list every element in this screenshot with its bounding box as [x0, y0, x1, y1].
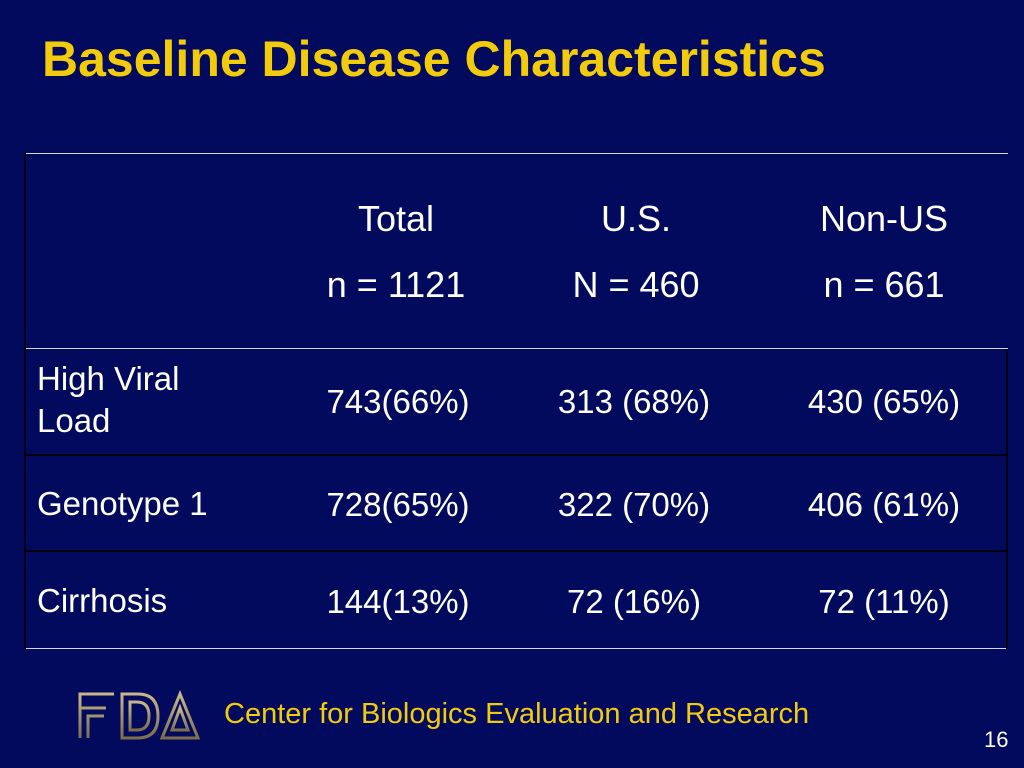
table-cell: 322 (70%): [557, 486, 711, 523]
table-cell: 313 (68%): [557, 383, 711, 420]
table-cell: 72 (11%): [818, 583, 950, 620]
row-label-line: Cirrhosis: [37, 582, 168, 619]
table-left-edge: [24, 153, 26, 649]
fda-logo: [78, 690, 201, 740]
row-label-genotype-1: Genotype 1: [37, 483, 208, 525]
column-header-us: U.S.: [600, 198, 671, 239]
characteristics-table: Total n = 1121 U.S. N = 460 Non-US n = 6…: [24, 153, 1008, 649]
row-label-line: Genotype 1: [37, 485, 208, 522]
table-cell: 430 (65%): [807, 383, 961, 420]
column-n-total: n = 1121: [326, 264, 466, 305]
row-label-line: High Viral: [37, 360, 180, 397]
table-bottom-rule: [24, 648, 1008, 649]
column-n-us: N = 460: [572, 264, 700, 305]
row-label-line: Load: [37, 402, 111, 439]
table-right-edge: [1006, 349, 1008, 649]
page-number: 16: [984, 727, 1009, 752]
table-cell: 728(65%): [326, 486, 470, 523]
table-cell: 743(66%): [326, 383, 470, 420]
row-label-cirrhosis: Cirrhosis: [37, 580, 167, 622]
footer-text: Center for Biologics Evaluation and Rese…: [224, 698, 810, 730]
table-top-rule: [24, 153, 1008, 154]
column-header-nonus: Non-US: [819, 198, 949, 239]
table-cell: 406 (61%): [807, 486, 961, 523]
row-label-high-viral-load: High Viral Load: [37, 358, 179, 442]
column-n-nonus: n = 661: [823, 264, 945, 305]
row-divider: [24, 454, 1008, 456]
column-header-total: Total: [357, 198, 435, 239]
header-bottom-rule: [24, 348, 1008, 349]
slide-title: Baseline Disease Characteristics: [42, 31, 826, 87]
row-divider: [24, 550, 1008, 552]
table-cell: 144(13%): [326, 583, 470, 620]
table-cell: 72 (16%): [567, 583, 701, 620]
